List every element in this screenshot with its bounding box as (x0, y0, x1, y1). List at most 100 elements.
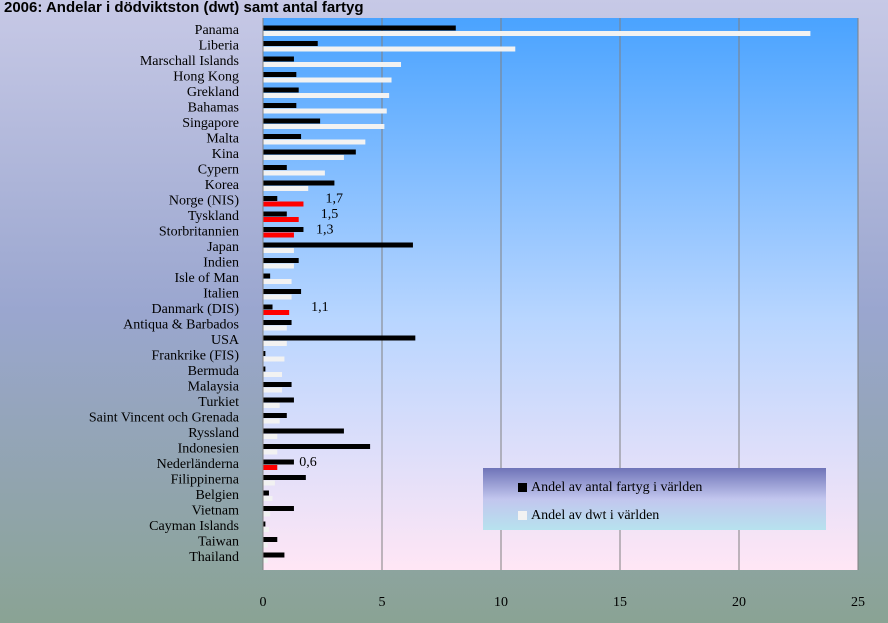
bar (263, 149, 356, 155)
bar (263, 289, 302, 294)
bar (263, 366, 266, 372)
bar (263, 248, 294, 253)
bar (263, 211, 287, 217)
bar (263, 511, 271, 517)
bar (263, 77, 392, 83)
y-tick-label: Vietnam (192, 504, 239, 519)
bar (263, 496, 273, 501)
value-label: 0,6 (299, 455, 317, 470)
bar (263, 46, 516, 52)
bar (263, 521, 266, 527)
bar (263, 25, 456, 31)
y-tick-label: Korea (205, 178, 240, 193)
y-tick-label: Saint Vincent och Grenada (89, 411, 240, 426)
y-tick-label: Marschall Islands (140, 54, 239, 69)
bar (263, 428, 344, 434)
bar (263, 258, 299, 263)
x-tick-label: 15 (613, 595, 627, 610)
bar (263, 372, 283, 377)
bar (263, 465, 278, 470)
y-tick-label: Belgien (195, 488, 239, 503)
bar (263, 232, 294, 238)
value-label: 1,7 (325, 192, 343, 207)
bar (263, 558, 268, 563)
x-tick-label: 5 (379, 595, 386, 610)
y-tick-label: Filippinerna (171, 473, 240, 488)
x-tick-label: 0 (260, 595, 267, 610)
bar (263, 294, 292, 300)
bar (263, 62, 402, 67)
x-tick-label: 25 (851, 595, 865, 610)
legend-swatch (518, 511, 527, 520)
bar (263, 418, 280, 424)
y-tick-label: Panama (195, 23, 240, 38)
bar (263, 201, 304, 207)
y-tick-label: Grekland (187, 85, 239, 100)
bar (263, 356, 285, 362)
bar (263, 397, 294, 403)
y-tick-label: Malta (206, 132, 239, 147)
bar (263, 542, 268, 548)
bar (263, 87, 299, 93)
value-label: 1,3 (316, 223, 334, 238)
bar (263, 459, 294, 465)
bar (263, 124, 385, 129)
value-label: 1,5 (321, 207, 339, 222)
bar (263, 196, 278, 201)
bar (263, 387, 283, 393)
bar (263, 180, 335, 186)
bar (263, 227, 304, 232)
y-tick-label: Liberia (199, 39, 240, 54)
value-label: 1,1 (311, 300, 329, 315)
bar (263, 134, 302, 139)
bar (263, 449, 278, 455)
bar (263, 41, 318, 46)
bar (263, 165, 287, 170)
bar (263, 434, 278, 439)
y-tick-label: Indonesien (178, 442, 239, 457)
bar (263, 325, 287, 331)
y-tick-label: Taiwan (198, 535, 239, 550)
bar (263, 320, 292, 325)
y-tick-label: Frankrike (FIS) (152, 349, 240, 364)
bar (263, 155, 344, 160)
y-tick-label: Kina (212, 147, 240, 162)
bar (263, 552, 285, 558)
bar (263, 413, 287, 418)
y-tick-label: Cayman Islands (149, 519, 239, 534)
y-tick-label: Antiqua & Barbados (123, 318, 239, 333)
bar (263, 444, 371, 449)
y-tick-label: Singapore (182, 116, 239, 131)
bar (263, 490, 269, 496)
bar (263, 186, 309, 191)
y-tick-label: Bahamas (188, 101, 239, 116)
bar (263, 279, 292, 284)
bar (263, 480, 275, 486)
y-tick-label: Hong Kong (173, 70, 239, 85)
bar (263, 273, 271, 279)
bar (263, 139, 366, 145)
bar (263, 341, 287, 346)
legend-label: Andel av dwt i världen (531, 508, 659, 523)
bar (263, 475, 306, 480)
bar (263, 537, 278, 542)
bar (263, 93, 390, 98)
bar (263, 403, 280, 408)
bar (263, 72, 297, 77)
y-tick-label: Cypern (198, 163, 239, 178)
bar (263, 31, 811, 36)
legend-label: Andel av antal fartyg i världen (531, 480, 702, 495)
x-tick-label: 10 (494, 595, 508, 610)
bar (263, 304, 273, 310)
legend (483, 468, 826, 530)
y-tick-label: Tyskland (188, 209, 239, 224)
y-tick-label: Danmark (DIS) (152, 302, 240, 317)
y-tick-label: Malaysia (188, 380, 240, 395)
y-tick-label: USA (211, 333, 240, 348)
bar (263, 351, 266, 356)
legend-swatch (518, 483, 527, 492)
bar (263, 170, 325, 176)
bar (263, 217, 299, 222)
y-tick-label: Bermuda (188, 364, 240, 379)
